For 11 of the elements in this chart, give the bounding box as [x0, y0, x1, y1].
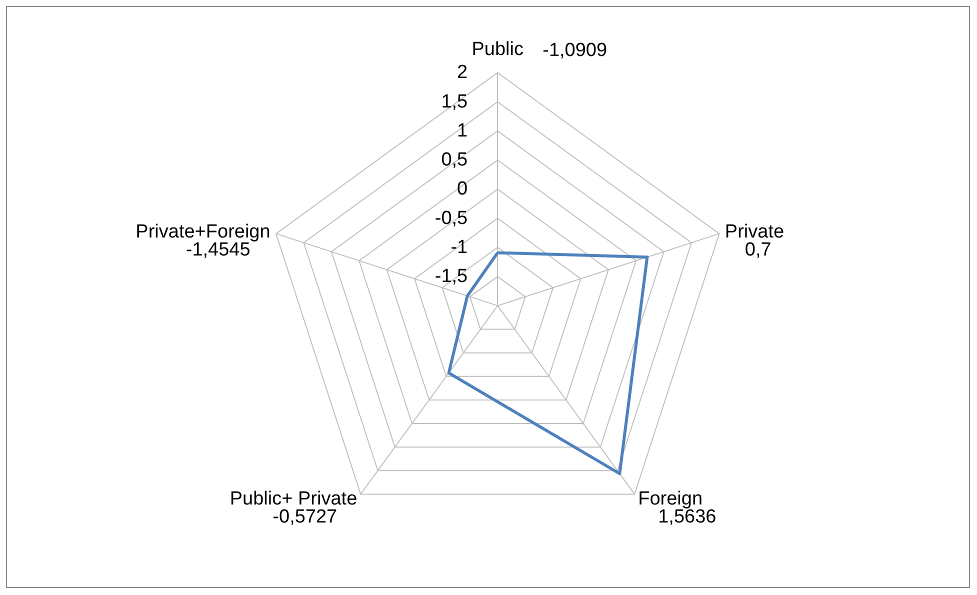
y-tick-label: 2: [457, 62, 468, 84]
y-tick-label: 1: [457, 120, 468, 142]
y-tick-label: 1,5: [441, 91, 468, 112]
spoke-label: Foreign: [638, 488, 703, 510]
y-tick-label: 0,5: [441, 150, 468, 171]
text: -1,0909: [542, 40, 608, 62]
y-tick-label: -1,5: [434, 266, 468, 288]
y-tick-label: -0,5: [434, 208, 468, 229]
y-tick-label: 0: [457, 178, 468, 200]
y-tick-label: -1: [450, 236, 468, 258]
spoke-label: Public: [472, 39, 524, 60]
